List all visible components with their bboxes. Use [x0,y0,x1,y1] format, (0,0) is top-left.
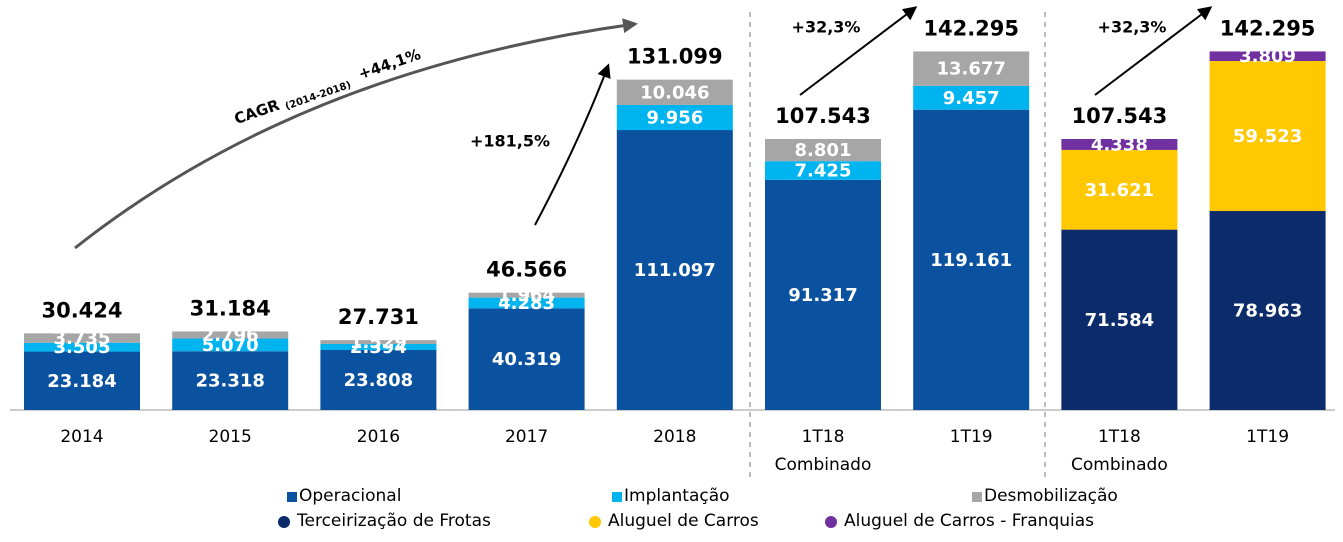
bar-segment [172,331,289,339]
total-label: 107.543 [775,104,871,128]
bar-segment [320,340,437,344]
value-label: 13.677 [936,59,1005,80]
value-label: 40.319 [492,349,561,370]
legend-label: Implantação [624,486,730,506]
bar-segment [616,104,733,131]
bar-segment [913,85,1030,110]
bar-segment [1061,138,1178,150]
growth-label: +32,3% [1098,18,1167,37]
value-label: 78.963 [1233,301,1302,322]
bar-segment [765,179,881,410]
total-label: 31.184 [190,296,271,320]
legend-marker [278,516,290,528]
x-tick-label: 1T18 Combinado [774,427,872,475]
legend-marker [825,516,837,528]
x-tick-label: 2015 [208,427,252,447]
x-tick-label: 1T19 [949,427,993,447]
legend-label: Aluguel de Carros [608,511,759,531]
bar-segment [1209,211,1326,410]
bar-segment [1061,149,1178,230]
value-label: 4.338 [1091,134,1148,155]
bar-segment [172,338,289,352]
legend-label: Operacional [299,486,402,506]
value-label: 2.796 [202,325,259,346]
legend-marker [612,492,622,502]
growth-arrow [1094,6,1213,96]
bar-segment [24,351,140,410]
legend-label: Desmobilização [984,486,1118,506]
cagr-annotation: CAGR (2014-2018) +44,1% [232,45,423,128]
total-label: 30.424 [41,298,122,322]
legend-marker [589,516,601,528]
legend-marker [287,492,297,502]
cagr-value: +44,1% [356,45,423,83]
x-tick-label: 1T19 [1246,427,1290,447]
x-tick-label: 2018 [653,427,697,447]
total-label: 107.543 [1072,104,1168,128]
value-label: 4.283 [498,293,555,314]
value-label: 8.801 [795,140,852,161]
bar-segment [172,351,289,410]
value-label: 91.317 [788,285,857,306]
bar-segment [468,297,585,309]
value-label: 9.457 [943,88,1000,109]
bar-segment [320,343,437,351]
bar-segment [616,79,733,105]
growth-label: +32,3% [792,18,861,37]
legend-marker [972,492,982,502]
bar-segment [24,342,140,352]
x-tick-label: 2014 [60,427,104,447]
value-label: 3.809 [1239,46,1296,67]
bar-segment [24,333,140,343]
value-label: 23.184 [47,371,116,392]
value-label: 59.523 [1233,126,1302,147]
growth-label: +181,5% [470,132,550,151]
value-label: 7.425 [795,161,852,182]
x-tick-label: 1T18 Combinado [1071,427,1168,475]
bar-segment [913,109,1030,410]
bar-segment [913,51,1030,86]
bar-segment [1209,51,1326,62]
value-label: 3.735 [54,328,111,349]
bar-segment [320,350,437,410]
total-label: 142.295 [1220,16,1316,40]
bar-segment [1209,61,1326,212]
total-label: 27.731 [338,305,419,329]
bar-segment [616,130,733,410]
total-label: 46.566 [486,258,567,282]
bar-segment [1061,229,1178,410]
value-label: 5.070 [202,335,259,356]
value-label: 119.161 [930,250,1012,271]
legend-label: Terceirização de Frotas [297,511,491,531]
value-label: 10.046 [640,82,709,103]
bar-segment [765,161,881,180]
value-label: 9.956 [646,107,703,128]
total-label: 131.099 [627,45,723,69]
growth-arrow [534,63,611,226]
bar-segment [468,308,585,410]
bar-segment [765,138,881,162]
x-tick-label: 2017 [504,427,549,447]
total-label: 142.295 [923,16,1019,40]
cagr-label: CAGR [232,96,282,128]
bar-segment [468,292,585,298]
value-label: 31.621 [1085,180,1154,201]
legend-label: Aluguel de Carros - Franquias [844,511,1095,531]
value-label: 23.808 [344,370,413,391]
value-label: 1.964 [498,285,555,306]
value-label: 1.529 [350,332,407,353]
growth-arrow [799,6,918,96]
cagr-arrow [74,18,638,250]
x-tick-label: 2016 [356,427,401,447]
value-label: 111.097 [634,260,716,281]
value-label: 23.318 [195,371,264,392]
value-label: 71.584 [1085,310,1154,331]
